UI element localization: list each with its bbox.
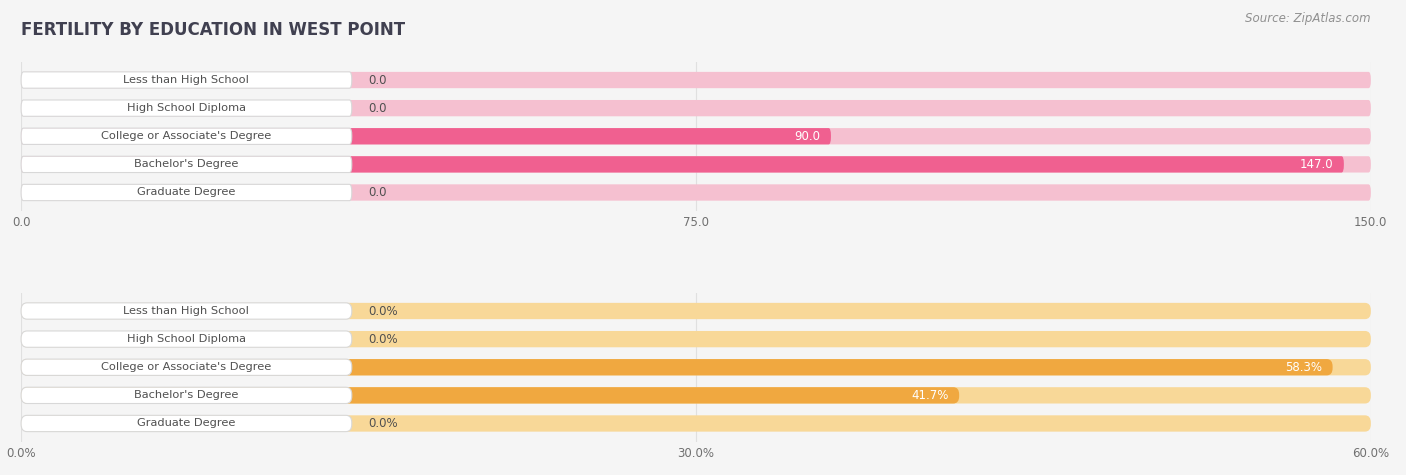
FancyBboxPatch shape	[21, 331, 351, 347]
Text: High School Diploma: High School Diploma	[127, 334, 246, 344]
Text: College or Associate's Degree: College or Associate's Degree	[101, 131, 271, 141]
FancyBboxPatch shape	[21, 100, 1371, 116]
FancyBboxPatch shape	[21, 331, 1371, 347]
Text: Bachelor's Degree: Bachelor's Degree	[134, 160, 239, 170]
FancyBboxPatch shape	[21, 72, 1371, 88]
Text: Graduate Degree: Graduate Degree	[138, 188, 236, 198]
FancyBboxPatch shape	[21, 128, 1371, 144]
Text: 0.0: 0.0	[368, 102, 387, 114]
Text: Source: ZipAtlas.com: Source: ZipAtlas.com	[1246, 12, 1371, 25]
FancyBboxPatch shape	[21, 359, 1333, 375]
FancyBboxPatch shape	[21, 415, 351, 432]
FancyBboxPatch shape	[21, 128, 831, 144]
Text: 0.0: 0.0	[368, 74, 387, 86]
FancyBboxPatch shape	[21, 156, 1344, 172]
FancyBboxPatch shape	[21, 387, 351, 403]
Text: Less than High School: Less than High School	[124, 75, 249, 85]
Text: 0.0%: 0.0%	[368, 304, 398, 317]
FancyBboxPatch shape	[21, 184, 351, 200]
Text: FERTILITY BY EDUCATION IN WEST POINT: FERTILITY BY EDUCATION IN WEST POINT	[21, 21, 405, 39]
FancyBboxPatch shape	[21, 359, 1371, 375]
Text: Less than High School: Less than High School	[124, 306, 249, 316]
FancyBboxPatch shape	[21, 387, 1371, 403]
FancyBboxPatch shape	[21, 184, 1371, 200]
Text: Graduate Degree: Graduate Degree	[138, 418, 236, 428]
FancyBboxPatch shape	[21, 156, 351, 172]
FancyBboxPatch shape	[21, 415, 1371, 432]
Text: Bachelor's Degree: Bachelor's Degree	[134, 390, 239, 400]
Text: 58.3%: 58.3%	[1285, 361, 1322, 374]
FancyBboxPatch shape	[21, 303, 1371, 319]
Text: High School Diploma: High School Diploma	[127, 103, 246, 113]
FancyBboxPatch shape	[21, 128, 351, 144]
FancyBboxPatch shape	[21, 359, 351, 375]
Text: 0.0: 0.0	[368, 186, 387, 199]
Text: 0.0%: 0.0%	[368, 332, 398, 346]
Text: 90.0: 90.0	[794, 130, 820, 143]
FancyBboxPatch shape	[21, 100, 351, 116]
FancyBboxPatch shape	[21, 72, 351, 88]
FancyBboxPatch shape	[21, 387, 959, 403]
FancyBboxPatch shape	[21, 303, 351, 319]
Text: 41.7%: 41.7%	[911, 389, 949, 402]
Text: College or Associate's Degree: College or Associate's Degree	[101, 362, 271, 372]
Text: 0.0%: 0.0%	[368, 417, 398, 430]
FancyBboxPatch shape	[21, 156, 1371, 172]
Text: 147.0: 147.0	[1299, 158, 1333, 171]
